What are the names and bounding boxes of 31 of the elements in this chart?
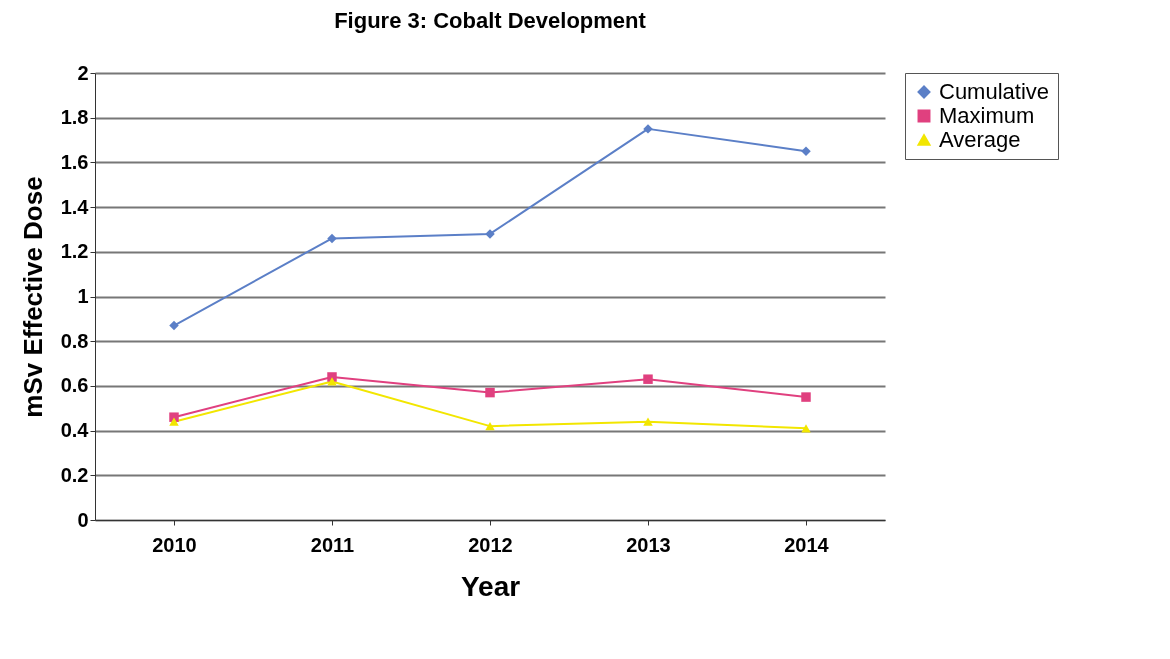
x-tick-label: 2014 [784, 533, 830, 556]
y-tick-label: 0 [77, 508, 89, 531]
y-tick-label: 1.8 [60, 106, 89, 129]
x-tick-label: 2012 [468, 533, 513, 556]
legend-label: Cumulative [939, 79, 1050, 104]
y-tick-label: 2 [77, 61, 89, 84]
legend-label: Maximum [939, 103, 1035, 128]
point [485, 387, 495, 398]
chart-title: Figure 3: Cobalt Development [334, 8, 647, 33]
y-tick-label: 0.2 [60, 463, 89, 486]
x-tick-label: 2013 [626, 533, 671, 556]
point [643, 417, 653, 426]
point [801, 392, 811, 402]
y-axis-title: mSv Effective Dose [17, 176, 48, 418]
x-axis-title: Year [460, 570, 521, 602]
y-tick-label: 1.6 [60, 150, 89, 173]
point [169, 417, 179, 426]
legend-label: Average [939, 127, 1021, 152]
point [327, 233, 337, 244]
y-tick-label: 1 [77, 285, 89, 307]
point [327, 377, 337, 386]
y-tick-label: 1.2 [60, 240, 89, 263]
point [169, 320, 179, 331]
y-tick-label: 0.8 [60, 329, 89, 352]
y-tick-label: 0.4 [60, 419, 90, 442]
y-tick-label: 1.4 [60, 195, 90, 218]
x-tick-label: 2011 [310, 533, 355, 556]
x-tick-label: 2010 [152, 533, 197, 556]
point [643, 374, 653, 384]
point [485, 422, 495, 431]
y-tick-label: 0.6 [60, 374, 89, 397]
